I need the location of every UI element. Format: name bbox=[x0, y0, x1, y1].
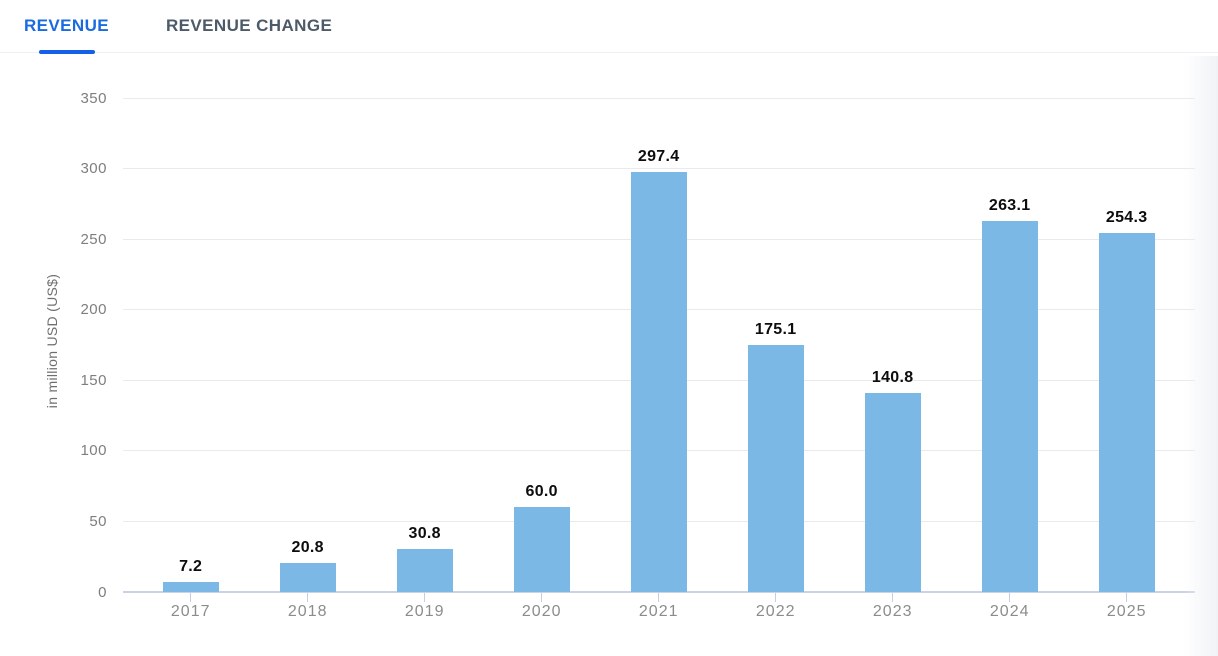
bar-2017[interactable] bbox=[162, 581, 219, 592]
x-axis-label-2023: 2023 bbox=[872, 603, 913, 620]
y-axis-tick-label: 350 bbox=[80, 89, 107, 107]
x-axis-label-2022: 2022 bbox=[755, 603, 796, 620]
y-axis-tick-label: 50 bbox=[89, 512, 107, 530]
gridline-350 bbox=[123, 97, 1195, 99]
bar-2025[interactable] bbox=[1098, 233, 1155, 592]
bar-value-label: 20.8 bbox=[291, 538, 324, 556]
y-axis-tick-label: 250 bbox=[80, 230, 107, 248]
bar-value-label: 7.2 bbox=[179, 557, 203, 575]
bar-2023[interactable] bbox=[864, 393, 921, 592]
bar-2018[interactable] bbox=[279, 562, 336, 592]
x-axis-tick bbox=[424, 593, 426, 602]
x-axis-tick bbox=[190, 593, 192, 602]
tab-revenue-change[interactable]: REVENUE CHANGE bbox=[166, 0, 332, 52]
x-axis-baseline bbox=[123, 591, 1195, 593]
bar-value-label: 175.1 bbox=[754, 320, 797, 338]
x-axis-tick bbox=[307, 593, 309, 602]
bar-2019[interactable] bbox=[396, 548, 453, 592]
x-axis-tick bbox=[1126, 593, 1128, 602]
x-axis-label-2024: 2024 bbox=[989, 603, 1030, 620]
bar-2022[interactable] bbox=[747, 344, 804, 592]
bar-2020[interactable] bbox=[513, 507, 570, 592]
x-axis-label-2019: 2019 bbox=[404, 603, 445, 620]
x-axis-label-2025: 2025 bbox=[1106, 603, 1147, 620]
x-axis-tick bbox=[775, 593, 777, 602]
tab-revenue-change-label: REVENUE CHANGE bbox=[166, 16, 333, 35]
bar-value-label: 263.1 bbox=[988, 196, 1031, 214]
x-axis-label-2021: 2021 bbox=[638, 603, 679, 620]
y-axis-tick-label: 200 bbox=[80, 301, 107, 319]
x-axis-label-2017: 2017 bbox=[170, 603, 211, 620]
bar-value-label: 140.8 bbox=[871, 369, 914, 387]
y-axis-tick-label: 100 bbox=[80, 442, 107, 460]
bar-2021[interactable] bbox=[630, 172, 687, 592]
bar-value-label: 60.0 bbox=[525, 483, 558, 501]
bar-value-label: 297.4 bbox=[637, 148, 680, 166]
x-axis-tick bbox=[658, 593, 660, 602]
gridline-300 bbox=[123, 168, 1195, 170]
x-axis-tick bbox=[892, 593, 894, 602]
active-tab-underline bbox=[38, 50, 95, 54]
x-axis-label-2020: 2020 bbox=[521, 603, 562, 620]
bar-value-label: 254.3 bbox=[1105, 209, 1148, 227]
x-axis-tick bbox=[1009, 593, 1011, 602]
y-axis-tick-label: 150 bbox=[80, 371, 107, 389]
bar-value-label: 30.8 bbox=[408, 524, 441, 542]
right-fade-overlay bbox=[1184, 56, 1218, 656]
tab-revenue-label: REVENUE bbox=[24, 16, 109, 35]
tab-revenue[interactable]: REVENUE bbox=[24, 0, 109, 54]
y-axis-tick-label: 300 bbox=[80, 160, 107, 178]
y-axis-tick-label: 0 bbox=[98, 583, 107, 601]
tab-bar: REVENUE REVENUE CHANGE bbox=[0, 0, 1218, 54]
x-axis-tick bbox=[541, 593, 543, 602]
x-axis-label-2018: 2018 bbox=[287, 603, 328, 620]
bar-2024[interactable] bbox=[981, 220, 1038, 592]
